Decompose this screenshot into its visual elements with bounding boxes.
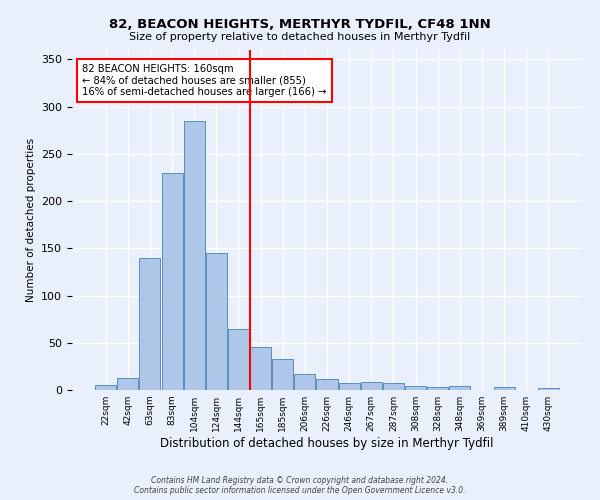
Bar (405, 386, 426, 390)
Bar (228, 328, 249, 390)
Bar (538, 388, 559, 390)
Bar (250, 346, 271, 390)
Bar (427, 387, 448, 390)
Bar (383, 384, 404, 390)
Bar (494, 387, 515, 390)
Text: Size of property relative to detached houses in Merthyr Tydfil: Size of property relative to detached ho… (130, 32, 470, 42)
Text: 82 BEACON HEIGHTS: 160sqm
← 84% of detached houses are smaller (855)
16% of semi: 82 BEACON HEIGHTS: 160sqm ← 84% of detac… (82, 64, 326, 97)
X-axis label: Distribution of detached houses by size in Merthyr Tydfil: Distribution of detached houses by size … (160, 437, 494, 450)
Text: Contains HM Land Registry data © Crown copyright and database right 2024.
Contai: Contains HM Land Registry data © Crown c… (134, 476, 466, 495)
Y-axis label: Number of detached properties: Number of detached properties (26, 138, 35, 302)
Bar (272, 359, 293, 390)
Bar (118, 378, 139, 390)
Bar (361, 382, 382, 390)
Bar (295, 374, 316, 390)
Bar (161, 173, 182, 390)
Bar (449, 386, 470, 390)
Bar (206, 253, 227, 390)
Bar (338, 384, 359, 390)
Bar (139, 258, 160, 390)
Bar (316, 378, 338, 390)
Bar (95, 386, 116, 390)
Bar (184, 121, 205, 390)
Text: 82, BEACON HEIGHTS, MERTHYR TYDFIL, CF48 1NN: 82, BEACON HEIGHTS, MERTHYR TYDFIL, CF48… (109, 18, 491, 30)
